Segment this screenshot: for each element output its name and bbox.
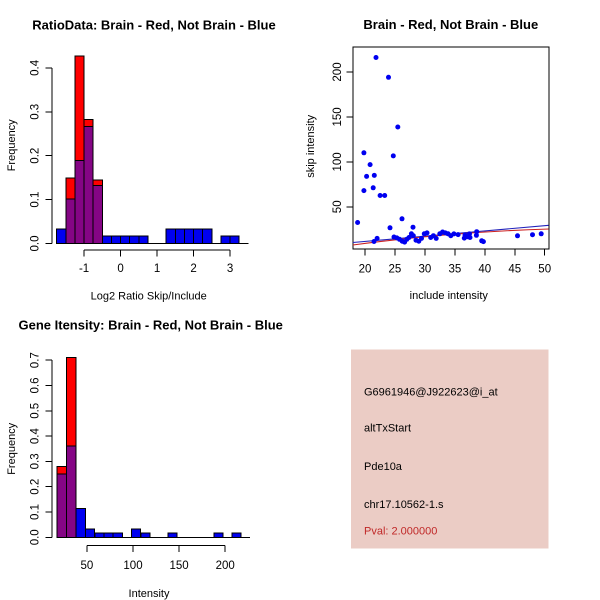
svg-text:50: 50 (81, 560, 94, 572)
svg-text:G6961946@J922623@i_at: G6961946@J922623@i_at (364, 387, 498, 399)
svg-text:-1: -1 (79, 263, 89, 275)
svg-text:3: 3 (227, 263, 233, 275)
svg-text:Intensity: Intensity (129, 588, 170, 600)
svg-text:Pval: 2.000000: Pval: 2.000000 (364, 525, 437, 537)
svg-text:2: 2 (190, 263, 196, 275)
svg-text:Frequency: Frequency (6, 422, 18, 474)
svg-text:include intensity: include intensity (410, 290, 489, 302)
svg-text:altTxStart: altTxStart (364, 423, 411, 435)
svg-text:0.4: 0.4 (30, 428, 42, 445)
svg-text:Gene Itensity: Brain - Red, No: Gene Itensity: Brain - Red, Not Brain - … (19, 317, 283, 332)
svg-text:100: 100 (332, 152, 344, 171)
svg-text:45: 45 (508, 263, 521, 275)
svg-text:200: 200 (332, 62, 344, 81)
svg-text:50: 50 (538, 263, 551, 275)
svg-text:50: 50 (332, 200, 344, 213)
svg-text:RatioData: Brain - Red, Not Br: RatioData: Brain - Red, Not Brain - Blue (32, 18, 275, 33)
svg-text:0.2: 0.2 (30, 148, 42, 164)
svg-text:0.1: 0.1 (30, 192, 42, 208)
svg-text:chr17.10562-1.s: chr17.10562-1.s (364, 499, 444, 511)
svg-text:1: 1 (154, 263, 160, 275)
svg-text:150: 150 (170, 560, 189, 572)
svg-text:skip intensity: skip intensity (305, 114, 317, 177)
svg-text:40: 40 (478, 263, 491, 275)
svg-text:Log2 Ratio Skip/Include: Log2 Ratio Skip/Include (91, 291, 207, 303)
svg-text:200: 200 (216, 560, 235, 572)
svg-text:0.3: 0.3 (30, 453, 42, 469)
svg-text:0.3: 0.3 (30, 104, 42, 120)
svg-text:0.6: 0.6 (30, 378, 42, 394)
svg-text:Brain - Red, Not Brain - Blue: Brain - Red, Not Brain - Blue (363, 17, 538, 32)
svg-text:Pde10a: Pde10a (364, 461, 403, 473)
svg-text:0.1: 0.1 (30, 504, 42, 520)
svg-text:150: 150 (332, 107, 344, 126)
svg-text:0.2: 0.2 (30, 479, 42, 495)
svg-text:20: 20 (359, 263, 372, 275)
svg-text:30: 30 (419, 263, 432, 275)
svg-text:100: 100 (123, 560, 142, 572)
svg-text:0: 0 (117, 263, 123, 275)
svg-text:0.5: 0.5 (30, 403, 42, 419)
svg-text:0.0: 0.0 (30, 236, 42, 252)
svg-text:35: 35 (449, 263, 462, 275)
svg-text:0.0: 0.0 (30, 529, 42, 545)
svg-text:25: 25 (389, 263, 402, 275)
svg-text:Frequency: Frequency (6, 119, 18, 171)
svg-text:0.4: 0.4 (30, 59, 42, 76)
svg-text:0.7: 0.7 (30, 352, 42, 368)
